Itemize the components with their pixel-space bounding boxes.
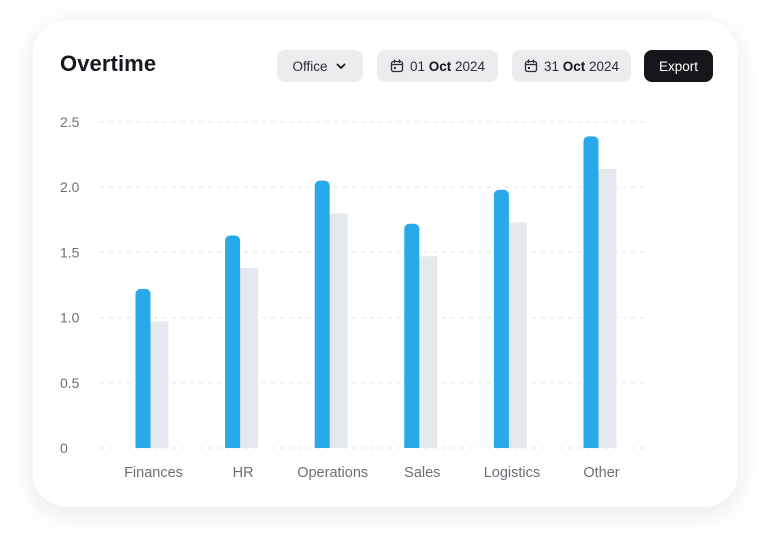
export-button[interactable]: Export (644, 50, 713, 82)
calendar-icon (524, 59, 538, 73)
y-tick-label: 0.5 (60, 375, 80, 391)
bar-primary (404, 223, 420, 448)
start-date-text: 01 Oct 2024 (409, 58, 486, 74)
y-tick-label: 2.0 (60, 179, 80, 195)
x-tick-label: HR (233, 465, 254, 481)
bar-secondary (418, 256, 438, 448)
chart-title: Overtime (60, 51, 157, 76)
x-tick-label: Sales (404, 465, 440, 481)
y-tick-label: 0 (60, 440, 68, 456)
bar-secondary (597, 168, 617, 448)
bar-primary-base (583, 442, 599, 448)
office-dropdown-label: Office (292, 58, 328, 74)
bar-primary (225, 235, 241, 448)
calendar-icon (390, 59, 404, 73)
bar-primary (135, 288, 151, 448)
x-tick-label: Logistics (484, 465, 540, 481)
x-tick-label: Operations (297, 465, 368, 481)
bar-primary-base (493, 442, 509, 448)
bar-secondary (507, 222, 527, 448)
x-tick-label: Finances (124, 465, 183, 481)
start-date-picker[interactable]: 01 Oct 2024 (377, 50, 498, 82)
x-tick-label: Other (583, 465, 619, 481)
chevron-down-icon (334, 59, 348, 73)
bar-secondary (149, 321, 169, 448)
bar-primary (493, 189, 509, 449)
bar-primary (314, 180, 330, 448)
y-tick-label: 1.5 (60, 244, 80, 260)
office-dropdown[interactable]: Office (277, 50, 363, 82)
end-date-picker[interactable]: 31 Oct 2024 (512, 50, 631, 82)
bar-primary-base (314, 442, 330, 448)
bar-secondary (239, 268, 259, 448)
end-date-text: 31 Oct 2024 (543, 58, 620, 74)
bar-secondary (328, 213, 348, 448)
y-tick-label: 1.0 (60, 310, 80, 326)
y-tick-label: 2.5 (60, 114, 80, 130)
bar-primary-base (135, 442, 151, 448)
bar-primary-base (225, 442, 241, 448)
bar-primary-base (404, 442, 420, 448)
bar-primary (583, 136, 599, 448)
